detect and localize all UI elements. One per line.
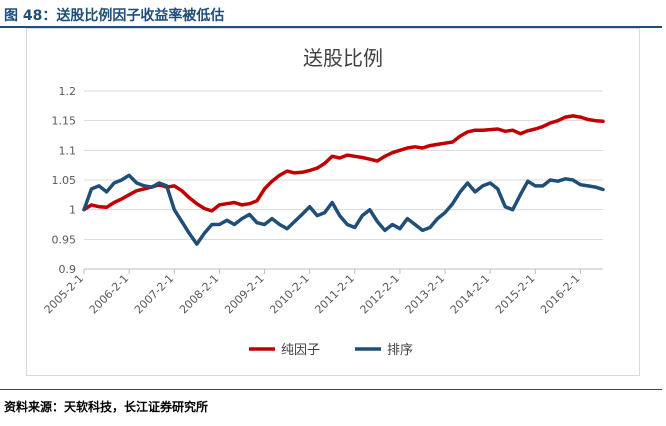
y-tick-label: 1: [69, 204, 76, 217]
series-lines: [82, 114, 605, 246]
y-tick-label: 0.9: [59, 263, 77, 276]
figure-header: 图 48：送股比例因子收益率被低估: [0, 0, 666, 28]
chart-title: 送股比例: [303, 46, 383, 70]
x-tick-label: 2007-2-1: [132, 272, 177, 317]
y-tick-label: 0.95: [52, 233, 77, 246]
header-divider: [0, 26, 662, 28]
y-tick-label: 1.1: [59, 144, 77, 157]
x-tick-label: 2013-2-1: [403, 272, 448, 317]
gridlines: [84, 90, 603, 270]
x-tick-label: 2016-2-1: [538, 272, 583, 317]
x-tick-label: 2006-2-1: [87, 272, 132, 317]
series-line-ranking: [82, 173, 605, 246]
x-tick-label: 2014-2-1: [448, 272, 493, 317]
source-note: 资料来源：天软科技，长江证券研究所: [4, 400, 209, 414]
legend-label: 排序: [387, 343, 413, 358]
chart-frame: 送股比例 0.9 0.95 1 1.05 1.1 1.15 1.2 2005-2-1 2006-…: [26, 28, 640, 376]
x-tick-label: 2011-2-1: [312, 272, 357, 317]
series-line-pure-factor: [82, 114, 605, 213]
y-tick-label: 1.2: [59, 85, 77, 98]
footer-divider: [0, 389, 662, 390]
figure-title: 图 48：送股比例因子收益率被低估: [4, 8, 225, 24]
x-tick-label: 2009-2-1: [222, 272, 267, 317]
y-tick-label: 1.05: [52, 174, 77, 187]
x-tick-label: 2010-2-1: [267, 272, 312, 317]
legend-label: 纯因子: [281, 343, 320, 358]
legend: 纯因子 排序: [249, 343, 413, 358]
x-tick-label: 2012-2-1: [358, 272, 403, 317]
x-tick-label: 2015-2-1: [493, 272, 538, 317]
x-tick-label: 2005-2-1: [42, 272, 87, 317]
line-chart: 送股比例 0.9 0.95 1 1.05 1.1 1.15 1.2 2005-2-1 2006-…: [42, 46, 605, 358]
x-tick-label: 2008-2-1: [177, 272, 222, 317]
y-tick-label: 1.15: [52, 115, 77, 128]
